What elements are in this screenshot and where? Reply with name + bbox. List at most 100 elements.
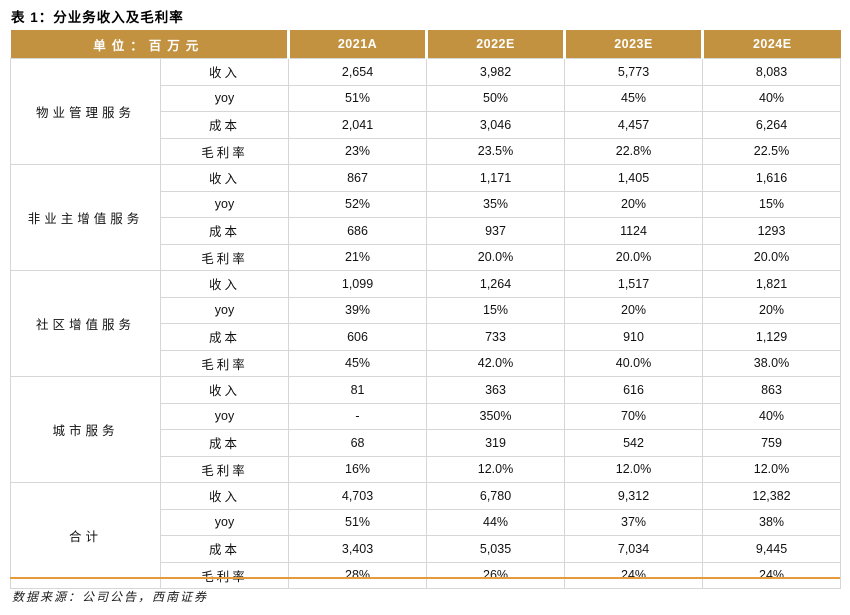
value-cell: 42.0% <box>426 349 566 377</box>
table-row: 成本 68 319 542 759 <box>11 429 842 457</box>
table-row: 城市服务 收入 81 363 616 863 <box>10 376 842 483</box>
year-header-2024e: 2024E <box>701 30 841 59</box>
table-row: 成本 686 937 1124 1293 <box>11 217 842 245</box>
value-cell: 38.0% <box>702 349 842 377</box>
value-cell: - <box>288 402 428 430</box>
value-cell: 937 <box>426 217 566 245</box>
metric-label-cell: 成本 <box>159 429 290 457</box>
metric-label-cell: 成本 <box>159 535 290 563</box>
table-bottom-rule <box>10 577 840 579</box>
value-cell: 3,403 <box>288 535 428 563</box>
value-cell: 1,616 <box>702 164 842 192</box>
metric-label-cell: 成本 <box>159 323 290 351</box>
table-title: 表 1：分业务收入及毛利率 <box>11 10 184 25</box>
value-cell: 1124 <box>564 217 704 245</box>
table-row: 物业管理服务 收入 2,654 3,982 5,773 8,083 <box>10 58 842 165</box>
table-row: 毛利率 21% 20.0% 20.0% 20.0% <box>11 243 842 271</box>
table-row: 社区增值服务 收入 1,099 1,264 1,517 1,821 <box>10 270 842 377</box>
value-cell: 15% <box>702 190 842 218</box>
value-cell: 2,654 <box>288 58 428 86</box>
value-cell: 51% <box>288 508 428 536</box>
value-cell: 8,083 <box>702 58 842 86</box>
table-row: 成本 606 733 910 1,129 <box>11 323 842 351</box>
value-cell: 24% <box>564 561 704 589</box>
table-row: 成本 2,041 3,046 4,457 6,264 <box>11 111 842 139</box>
value-cell: 2,041 <box>288 111 428 139</box>
value-cell: 1,821 <box>702 270 842 298</box>
metric-label-cell: 毛利率 <box>159 137 290 165</box>
value-cell: 68 <box>288 429 428 457</box>
value-cell: 363 <box>426 376 566 404</box>
value-cell: 1293 <box>702 217 842 245</box>
value-cell: 12,382 <box>702 482 842 510</box>
value-cell: 1,517 <box>564 270 704 298</box>
metric-label-cell: 毛利率 <box>159 455 290 483</box>
value-cell: 9,312 <box>564 482 704 510</box>
table-body: 物业管理服务 收入 2,654 3,982 5,773 8,083 yoy 51% 50% 45%… <box>10 58 842 589</box>
metric-label-cell: 收入 <box>159 270 290 298</box>
value-cell: 12.0% <box>564 455 704 483</box>
table-row: 合计 收入 4,703 6,780 9,312 12,382 <box>10 482 842 589</box>
value-cell: 4,703 <box>288 482 428 510</box>
year-header-2021a: 2021A <box>287 30 427 59</box>
metric-label-cell: yoy <box>159 296 290 324</box>
value-cell: 5,773 <box>564 58 704 86</box>
value-cell: 606 <box>288 323 428 351</box>
value-cell: 20.0% <box>426 243 566 271</box>
value-cell: 35% <box>426 190 566 218</box>
value-cell: 22.5% <box>702 137 842 165</box>
value-cell: 37% <box>564 508 704 536</box>
table-row: yoy 52% 35% 20% 15% <box>11 190 842 218</box>
metric-label-cell: 成本 <box>159 111 290 139</box>
value-cell: 24% <box>702 561 842 589</box>
value-cell: 52% <box>288 190 428 218</box>
group-name-cell: 合计 <box>10 482 161 589</box>
value-cell: 733 <box>426 323 566 351</box>
value-cell: 9,445 <box>702 535 842 563</box>
value-cell: 1,099 <box>288 270 428 298</box>
year-header-2023e: 2023E <box>563 30 703 59</box>
metric-label-cell: yoy <box>159 508 290 536</box>
value-cell: 40.0% <box>564 349 704 377</box>
table-row: 毛利率 23% 23.5% 22.8% 22.5% <box>11 137 842 165</box>
value-cell: 20% <box>702 296 842 324</box>
metric-label-cell: 收入 <box>159 482 290 510</box>
value-cell: 5,035 <box>426 535 566 563</box>
value-cell: 686 <box>288 217 428 245</box>
group-name-cell: 非业主增值服务 <box>10 164 161 271</box>
table-row: yoy 51% 50% 45% 40% <box>11 84 842 112</box>
value-cell: 45% <box>288 349 428 377</box>
value-cell: 1,129 <box>702 323 842 351</box>
value-cell: 7,034 <box>564 535 704 563</box>
metric-label-cell: 收入 <box>159 376 290 404</box>
value-cell: 20% <box>564 190 704 218</box>
value-cell: 44% <box>426 508 566 536</box>
metric-label-cell: yoy <box>159 190 290 218</box>
value-cell: 21% <box>288 243 428 271</box>
value-cell: 863 <box>702 376 842 404</box>
value-cell: 4,457 <box>564 111 704 139</box>
value-cell: 350% <box>426 402 566 430</box>
value-cell: 45% <box>564 84 704 112</box>
value-cell: 867 <box>288 164 428 192</box>
value-cell: 616 <box>564 376 704 404</box>
table-row: 毛利率28%26%24%24% <box>11 561 842 589</box>
metric-label-cell: 毛利率 <box>159 243 290 271</box>
group-name-cell: 社区增值服务 <box>10 270 161 377</box>
value-cell: 3,046 <box>426 111 566 139</box>
value-cell: 28% <box>288 561 428 589</box>
table-row: 毛利率 16% 12.0% 12.0% 12.0% <box>11 455 842 483</box>
value-cell: 23% <box>288 137 428 165</box>
value-cell: 12.0% <box>702 455 842 483</box>
value-cell: 70% <box>564 402 704 430</box>
value-cell: 20.0% <box>702 243 842 271</box>
value-cell: 319 <box>426 429 566 457</box>
data-source-note: 数据来源：公司公告，西南证券 <box>12 590 209 604</box>
value-cell: 1,171 <box>426 164 566 192</box>
value-cell: 15% <box>426 296 566 324</box>
value-cell: 16% <box>288 455 428 483</box>
value-cell: 6,264 <box>702 111 842 139</box>
group-name-cell: 城市服务 <box>10 376 161 483</box>
value-cell: 50% <box>426 84 566 112</box>
value-cell: 26% <box>426 561 566 589</box>
